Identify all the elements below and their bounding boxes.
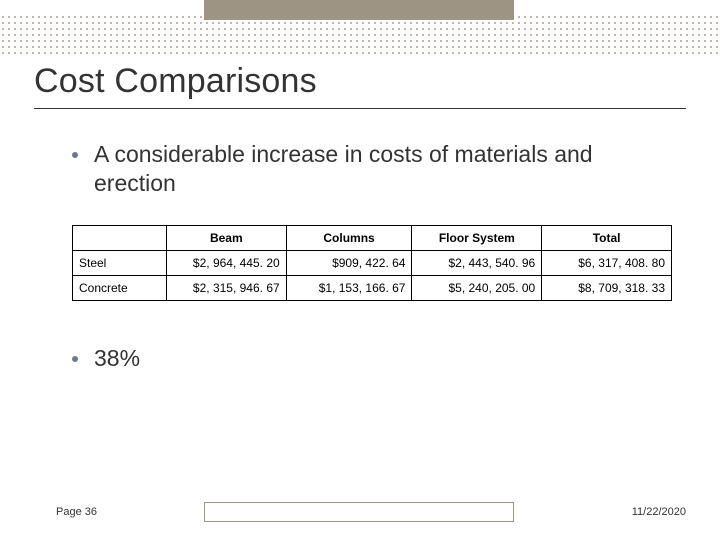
bullet-text: A considerable increase in costs of mate… <box>94 140 672 198</box>
bullet-item: A considerable increase in costs of mate… <box>72 140 672 198</box>
slide: Cost Comparisons A considerable increase… <box>0 0 720 540</box>
table-header: Total <box>542 226 672 251</box>
cell: $5, 240, 205. 00 <box>412 276 542 301</box>
row-label: Concrete <box>73 276 167 301</box>
table-header-empty <box>73 226 167 251</box>
cost-table: Beam Columns Floor System Total Steel $2… <box>72 225 672 301</box>
title-underline <box>34 108 686 109</box>
cell: $1, 153, 166. 67 <box>286 276 412 301</box>
dotted-band <box>0 14 720 58</box>
cell: $2, 964, 445. 20 <box>166 251 286 276</box>
table-row: Steel $2, 964, 445. 20 $909, 422. 64 $2,… <box>73 251 672 276</box>
table-header: Columns <box>286 226 412 251</box>
page-title: Cost Comparisons <box>34 62 317 101</box>
bullet-dot-icon <box>72 356 78 362</box>
cell: $2, 315, 946. 67 <box>166 276 286 301</box>
bullet-text: 38% <box>94 345 140 372</box>
bullet-dot-icon <box>72 152 78 158</box>
bottom-accent-bar <box>204 502 514 522</box>
table-header-row: Beam Columns Floor System Total <box>73 226 672 251</box>
table-header: Beam <box>166 226 286 251</box>
table-header: Floor System <box>412 226 542 251</box>
footer-date: 11/22/2020 <box>632 506 686 518</box>
cell: $8, 709, 318. 33 <box>542 276 672 301</box>
table-row: Concrete $2, 315, 946. 67 $1, 153, 166. … <box>73 276 672 301</box>
cell: $2, 443, 540. 96 <box>412 251 542 276</box>
bullet-list: A considerable increase in costs of mate… <box>72 140 672 202</box>
table: Beam Columns Floor System Total Steel $2… <box>72 225 672 301</box>
bullet-item: 38% <box>72 345 140 372</box>
top-accent-bar <box>204 0 514 20</box>
row-label: Steel <box>73 251 167 276</box>
cell: $6, 317, 408. 80 <box>542 251 672 276</box>
page-number: Page 36 <box>56 506 97 518</box>
cell: $909, 422. 64 <box>286 251 412 276</box>
